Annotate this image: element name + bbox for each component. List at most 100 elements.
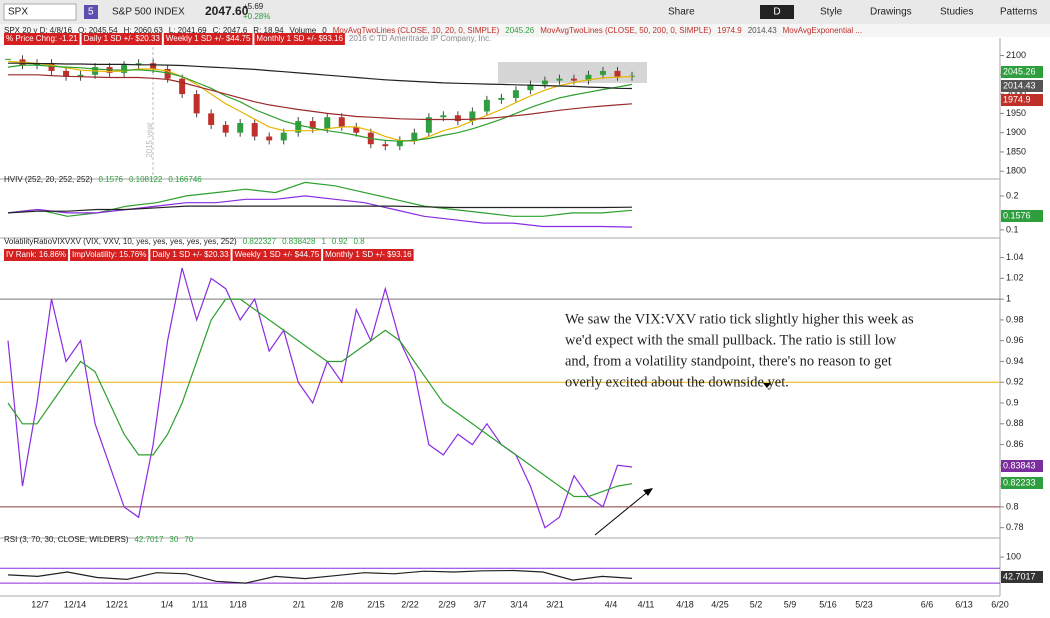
red-tag: Daily 1 SD +/- $20.33 bbox=[84, 34, 161, 43]
change: +5.69 bbox=[243, 2, 264, 11]
x-tick-label: 2/1 bbox=[293, 599, 306, 609]
red-tag-bg bbox=[254, 33, 345, 45]
value-badge bbox=[1001, 477, 1043, 489]
red-tag-bg bbox=[70, 249, 149, 261]
study-header: HVIV (252, 20, 252, 252) bbox=[4, 175, 93, 184]
candle bbox=[251, 123, 258, 137]
candle bbox=[295, 121, 302, 133]
candle bbox=[309, 121, 316, 129]
y-tick-label: 1800 bbox=[1006, 166, 1026, 176]
info-item: O: 2045.54 bbox=[78, 26, 118, 35]
series-line bbox=[8, 62, 633, 90]
series-line bbox=[7, 569, 633, 584]
candle bbox=[440, 115, 447, 118]
y-tick-label: 1850 bbox=[1006, 146, 1026, 156]
value-badge-label: 2045.26 bbox=[1003, 66, 1036, 76]
last-price: 2047.60 bbox=[205, 4, 249, 18]
red-tag-bg bbox=[323, 249, 414, 261]
red-tag: IV Rank: 16.86% bbox=[6, 250, 66, 259]
x-tick-label: 4/25 bbox=[711, 599, 729, 609]
toolbar-button[interactable]: Share bbox=[668, 7, 695, 18]
symbol-box[interactable] bbox=[3, 3, 77, 21]
candle bbox=[469, 111, 476, 122]
x-tick-label: 6/13 bbox=[955, 599, 973, 609]
info-item: H: 2060.63 bbox=[124, 26, 164, 35]
y-tick-label: 1950 bbox=[1006, 108, 1026, 118]
toolbar-button[interactable]: Studies bbox=[940, 7, 973, 18]
toolbar bbox=[0, 0, 1050, 24]
candle bbox=[483, 99, 490, 112]
info-item: L: 2041.69 bbox=[169, 26, 207, 35]
y-tick-label: 0.1 bbox=[1006, 224, 1019, 234]
x-tick-label: 5/23 bbox=[855, 599, 873, 609]
candle bbox=[48, 63, 55, 71]
x-tick-label: 1/18 bbox=[229, 599, 247, 609]
candle bbox=[208, 113, 215, 125]
x-tick-label: 6/6 bbox=[921, 599, 934, 609]
study-header: 0.108122 bbox=[129, 175, 163, 184]
study-header: 0.822327 bbox=[243, 237, 277, 246]
arrow-head bbox=[643, 488, 653, 496]
red-tag: Weekly 1 SD +/- $44.75 bbox=[166, 34, 251, 43]
red-tag-bg bbox=[4, 33, 80, 45]
value-badge bbox=[1001, 94, 1043, 106]
year-marker: 2015 year bbox=[145, 122, 154, 158]
series-line bbox=[7, 181, 633, 217]
y-tick-label: 0.78 bbox=[1006, 522, 1024, 532]
value-badge-label: 1974.9 bbox=[1003, 94, 1031, 104]
x-tick-label: 6/20 bbox=[991, 599, 1009, 609]
study-header: 0.1576 bbox=[99, 175, 124, 184]
red-tag: % Price Chng: -1.21 bbox=[6, 34, 78, 43]
y-tick-label: 0.94 bbox=[1006, 356, 1024, 366]
candle bbox=[338, 117, 345, 127]
series-line bbox=[7, 267, 633, 529]
red-tag: Weekly 1 SD +/- $44.75 bbox=[235, 250, 320, 259]
value-badge-label: 2014.43 bbox=[1003, 80, 1036, 90]
candle bbox=[353, 126, 360, 133]
candle bbox=[179, 78, 186, 95]
marker bbox=[763, 383, 771, 388]
x-tick-label: 4/11 bbox=[638, 599, 655, 609]
value-badge bbox=[1001, 66, 1043, 78]
period-box[interactable] bbox=[760, 5, 794, 19]
red-tag: ImpVolatility: 15.76% bbox=[72, 250, 146, 259]
y-tick-label: 1.02 bbox=[1006, 273, 1024, 283]
study-header: 42.7017 bbox=[134, 535, 163, 544]
candle bbox=[614, 70, 621, 77]
candle bbox=[599, 70, 606, 75]
study-header: 70 bbox=[184, 535, 193, 544]
info-item: Volume bbox=[290, 26, 317, 35]
candle bbox=[570, 78, 577, 81]
x-tick-label: 5/2 bbox=[750, 599, 763, 609]
info-item: 2045.26 bbox=[505, 26, 534, 35]
red-tag: Monthly 1 SD +/- $93.16 bbox=[256, 34, 343, 43]
red-tag-bg bbox=[163, 33, 253, 45]
value-badge-label: 42.7017 bbox=[1003, 571, 1036, 581]
candle bbox=[222, 124, 229, 133]
candle bbox=[121, 65, 128, 73]
info-item: 1974.9 bbox=[717, 26, 742, 35]
candle bbox=[425, 117, 432, 133]
x-tick-label: 1/4 bbox=[161, 599, 174, 609]
toolbar-button[interactable]: Style bbox=[820, 7, 843, 18]
candle bbox=[324, 117, 331, 129]
toolbar-button[interactable]: Patterns bbox=[1000, 7, 1037, 18]
x-tick-label: 2/8 bbox=[331, 599, 344, 609]
study-header: RSI (3, 70, 30, CLOSE, WILDERS) bbox=[4, 535, 129, 544]
x-tick-label: 3/7 bbox=[474, 599, 487, 609]
toolbar-button[interactable]: Drawings bbox=[870, 7, 912, 18]
change-pct: +0.28% bbox=[243, 12, 270, 21]
candle bbox=[280, 132, 287, 141]
annotation: and, from a volatility standpoint, there… bbox=[565, 353, 892, 369]
annotation: overly excited about the downside yet. bbox=[565, 374, 789, 390]
annotation: We saw the VIX:VXV ratio tick slightly h… bbox=[565, 311, 914, 327]
y-tick-label: 1900 bbox=[1006, 127, 1026, 137]
copyright: 2016 © TD Ameritrade IP Company, Inc. bbox=[349, 34, 491, 43]
x-tick-label: 12/14 bbox=[64, 599, 87, 609]
red-tag-bg bbox=[81, 33, 162, 45]
series-line bbox=[7, 298, 633, 498]
value-badge-label: 0.82233 bbox=[1003, 477, 1036, 487]
level-box bbox=[84, 5, 98, 19]
info-item: SPX 20 y D: 4/8/16 bbox=[4, 26, 73, 35]
candle bbox=[541, 80, 548, 85]
